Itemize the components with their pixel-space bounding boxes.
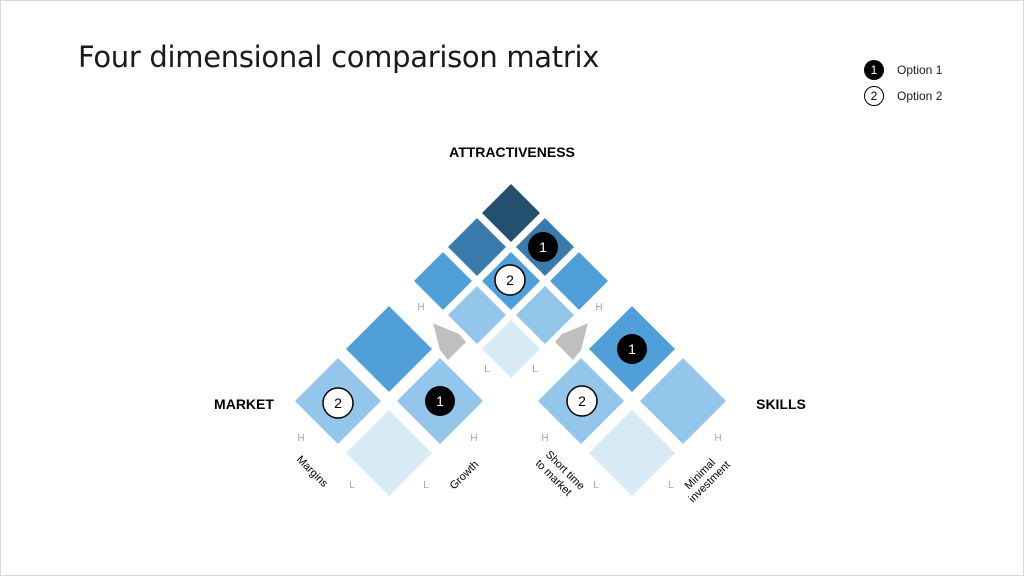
skills-option-1-marker: 1 xyxy=(617,334,647,364)
option-2-label: Option 2 xyxy=(897,89,943,103)
attractiveness-cell-hh xyxy=(482,184,540,242)
legend-item-option-1: 1 Option 1 xyxy=(864,60,942,80)
market-growth-low-label: L xyxy=(423,480,429,491)
attractiveness-cell-ml xyxy=(448,286,506,344)
attractiveness-title: ATTRACTIVENESS xyxy=(449,144,575,160)
attractiveness-cell-hm xyxy=(448,218,506,276)
svg-text:2: 2 xyxy=(334,395,342,411)
attractiveness-cell-lm xyxy=(516,286,574,344)
skills-title: SKILLS xyxy=(756,396,806,412)
svg-text:2: 2 xyxy=(578,393,586,409)
attractiveness-high-left-label: H xyxy=(417,302,424,313)
legend-item-option-2: 2 Option 2 xyxy=(864,86,942,106)
option-1-label: Option 1 xyxy=(897,63,943,77)
option-2-marker: 2 xyxy=(864,86,884,106)
arrow-market-to-attractiveness xyxy=(430,322,466,360)
skills-short-time-low-label: L xyxy=(593,480,599,491)
attractiveness-cell-lh xyxy=(550,252,608,310)
svg-text:2: 2 xyxy=(506,272,514,288)
market-cell-hh xyxy=(346,306,432,392)
svg-text:1: 1 xyxy=(436,393,444,409)
svg-text:1: 1 xyxy=(628,341,636,357)
attractiveness-high-right-label: H xyxy=(595,302,602,313)
skills-cell-lh xyxy=(640,358,726,444)
skills-minimal-high-label: H xyxy=(714,433,721,444)
attractiveness-cell-ll xyxy=(482,320,540,378)
market-growth-high-label: H xyxy=(470,433,477,444)
attractiveness-option-2-marker: 2 xyxy=(494,264,526,296)
skills-minimal-low-label: L xyxy=(668,480,674,491)
market-cell-ll xyxy=(346,410,432,496)
market-option-1-marker: 1 xyxy=(425,386,455,416)
option-1-marker: 1 xyxy=(864,60,884,80)
svg-text:1: 1 xyxy=(539,239,547,255)
growth-label: Growth xyxy=(448,459,482,493)
attractiveness-option-1-marker: 1 xyxy=(528,232,558,262)
page-title: Four dimensional comparison matrix xyxy=(78,40,600,74)
attractiveness-low-right-label: L xyxy=(532,364,538,375)
skills-option-2-marker: 2 xyxy=(566,385,598,417)
market-title: MARKET xyxy=(214,396,274,412)
arrow-skills-to-attractiveness xyxy=(555,322,591,360)
skills-cell-ll xyxy=(589,410,675,496)
market-matrix xyxy=(295,306,483,496)
attractiveness-cell-hl xyxy=(414,252,472,310)
market-margins-high-label: H xyxy=(297,433,304,444)
skills-short-time-high-label: H xyxy=(541,433,548,444)
attractiveness-low-left-label: L xyxy=(484,364,490,375)
market-option-2-marker: 2 xyxy=(322,387,354,419)
margins-label: Margins xyxy=(294,454,331,491)
market-margins-low-label: L xyxy=(349,480,355,491)
